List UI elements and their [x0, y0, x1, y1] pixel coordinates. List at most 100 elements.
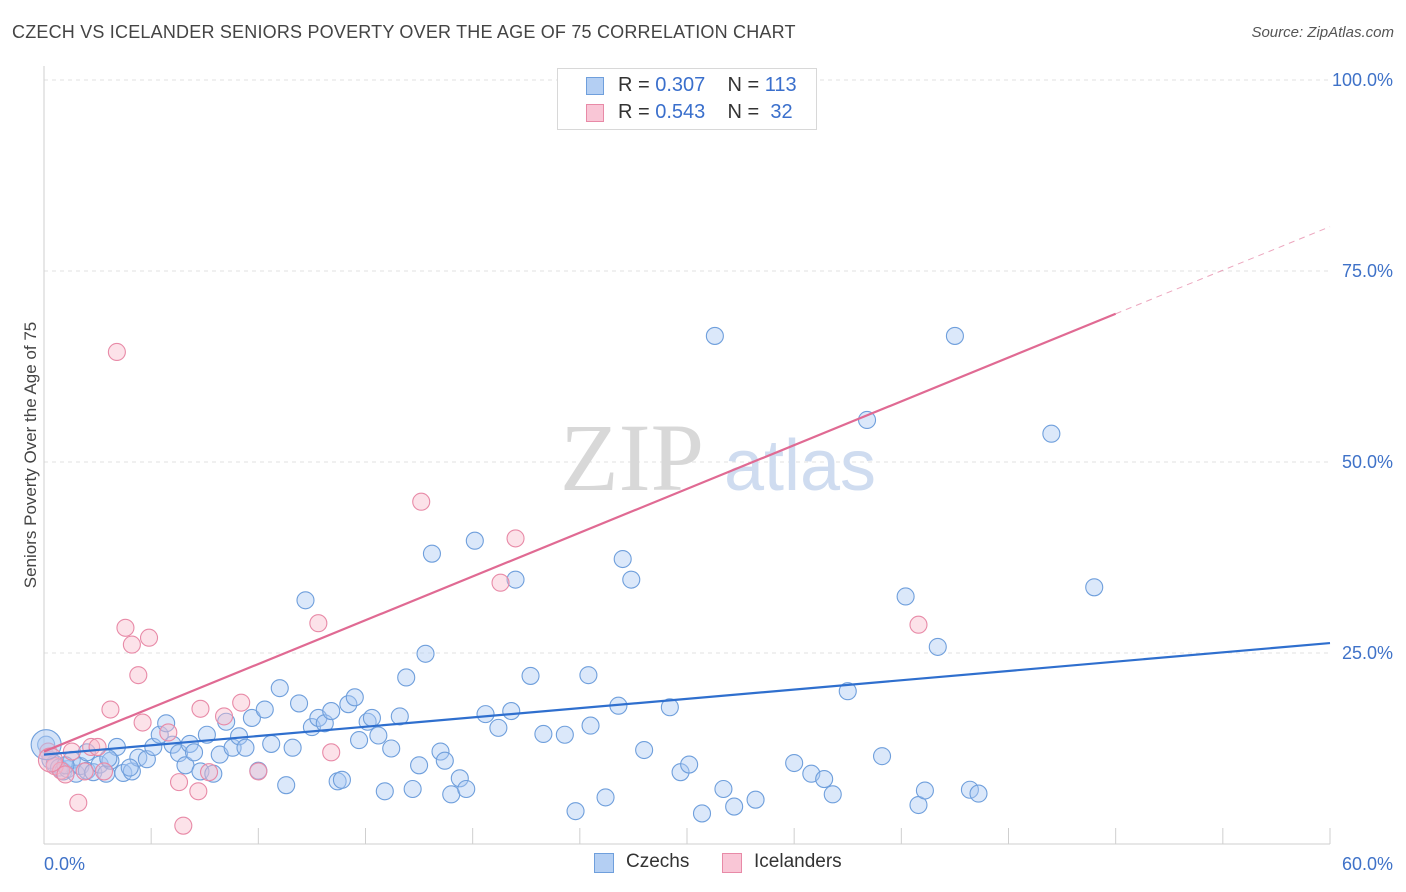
icelander-data-point — [909, 615, 928, 634]
watermark: ZIP atlas — [560, 404, 876, 511]
czech-data-point — [534, 724, 553, 744]
czech-data-point — [476, 705, 495, 724]
icelander-data-point — [159, 723, 178, 742]
czech-data-point — [506, 570, 525, 589]
czech-data-point — [660, 698, 679, 717]
y-tick-label: 50.0% — [1342, 452, 1393, 472]
icelander-data-point — [88, 737, 107, 757]
icelander-cluster-point — [37, 747, 63, 773]
icelander-data-point — [139, 628, 159, 647]
czech-data-point — [322, 702, 341, 721]
icelander-data-point — [232, 693, 251, 712]
icelanders-n-value: 32 — [770, 101, 793, 123]
icelander-trend-line — [43, 312, 1117, 753]
czech-data-point — [180, 734, 199, 753]
trend-lines — [43, 226, 1331, 756]
czech-data-point — [596, 788, 615, 807]
czech-data-point — [382, 739, 401, 758]
czech-data-point — [746, 790, 765, 809]
tick-labels: 25.0% 50.0% 75.0% 100.0% 0.0% 60.0% — [44, 70, 1393, 874]
y-tick-label: 75.0% — [1342, 261, 1393, 281]
czech-data-point — [579, 666, 598, 685]
czech-data-point — [197, 725, 216, 744]
icelander-data-point — [309, 614, 328, 633]
y-tick-label: 25.0% — [1342, 643, 1393, 663]
czech-data-point — [1085, 578, 1104, 597]
czech-data-point — [521, 666, 540, 685]
czech-data-point — [431, 742, 450, 761]
czech-data-point — [277, 776, 296, 795]
grid — [44, 79, 1330, 654]
icelanders-legend-label: Icelanders — [754, 851, 842, 872]
icelander-data-point — [412, 492, 431, 511]
czech-data-point — [345, 688, 364, 707]
czech-data-point — [945, 326, 964, 345]
icelander-data-point — [129, 666, 148, 685]
icelanders-r-value: 0.543 — [655, 101, 706, 123]
czech-data-point — [390, 707, 409, 726]
watermark-atlas: atlas — [724, 426, 876, 506]
icelander-data-point — [214, 707, 234, 726]
icelander-data-point — [189, 782, 208, 801]
axes — [43, 66, 1331, 845]
icelander-data-point — [107, 342, 126, 362]
czech-data-point — [120, 758, 139, 777]
czech-data-point — [255, 700, 274, 719]
czechs-legend-label: Czechs — [626, 851, 690, 872]
icelander-data-point — [56, 765, 75, 784]
czech-data-point — [242, 708, 261, 727]
icelanders-n-label: N = — [727, 101, 760, 123]
chart-title: CZECH VS ICELANDER SENIORS POVERTY OVER … — [12, 22, 796, 42]
czech-data-point — [397, 668, 416, 687]
czech-data-point — [410, 756, 429, 775]
source-label: Source: ZipAtlas.com — [1251, 24, 1394, 41]
icelander-data-point — [199, 763, 219, 782]
czech-data-point — [332, 770, 351, 789]
icelander-data-point — [506, 529, 525, 548]
czech-data-point — [184, 743, 204, 762]
icelander-data-point — [122, 635, 141, 654]
czech-data-point — [416, 644, 435, 663]
icelander-data-point — [169, 773, 189, 792]
czech-data-point — [838, 682, 857, 701]
czech-data-point — [450, 769, 469, 788]
czech-data-point — [566, 802, 585, 821]
czech-data-point — [465, 531, 484, 550]
czech-data-point — [489, 718, 508, 737]
czech-data-point — [915, 781, 934, 800]
icelander-data-point — [69, 793, 88, 812]
czech-data-point — [375, 782, 394, 801]
czech-data-point — [422, 544, 441, 563]
icelanders-legend-icon — [722, 853, 742, 873]
icelander-data-point — [101, 700, 120, 719]
czech-data-point — [362, 708, 381, 727]
czechs-legend-icon — [594, 853, 614, 873]
czech-data-point — [1042, 424, 1061, 443]
x-tick-label: 60.0% — [1342, 854, 1393, 874]
czech-data-point — [555, 725, 574, 744]
czech-data-point — [502, 702, 521, 721]
czech-data-point — [928, 637, 947, 656]
czech-data-point — [339, 695, 358, 714]
czech-data-point — [714, 779, 733, 799]
czechs-swatch-icon — [586, 77, 604, 95]
czech-data-point — [680, 755, 699, 774]
czech-data-point — [872, 747, 892, 766]
czech-data-point — [369, 726, 388, 745]
czech-data-point — [236, 738, 255, 757]
czech-data-point — [815, 770, 834, 789]
icelanders-swatch-icon — [586, 104, 604, 122]
czechs-n-value: 113 — [764, 74, 797, 96]
icelander-data-point — [191, 699, 210, 718]
czech-data-point — [692, 804, 712, 823]
czech-data-point — [613, 549, 632, 569]
czech-data-point — [290, 694, 309, 713]
czech-data-point — [725, 797, 744, 816]
czechs-r-label: R = — [618, 74, 650, 96]
czech-data-point — [296, 591, 315, 610]
icelander-data-point — [322, 743, 341, 762]
czech-data-point — [969, 784, 988, 803]
czech-data-point — [581, 716, 600, 735]
czech-data-point — [705, 326, 724, 345]
